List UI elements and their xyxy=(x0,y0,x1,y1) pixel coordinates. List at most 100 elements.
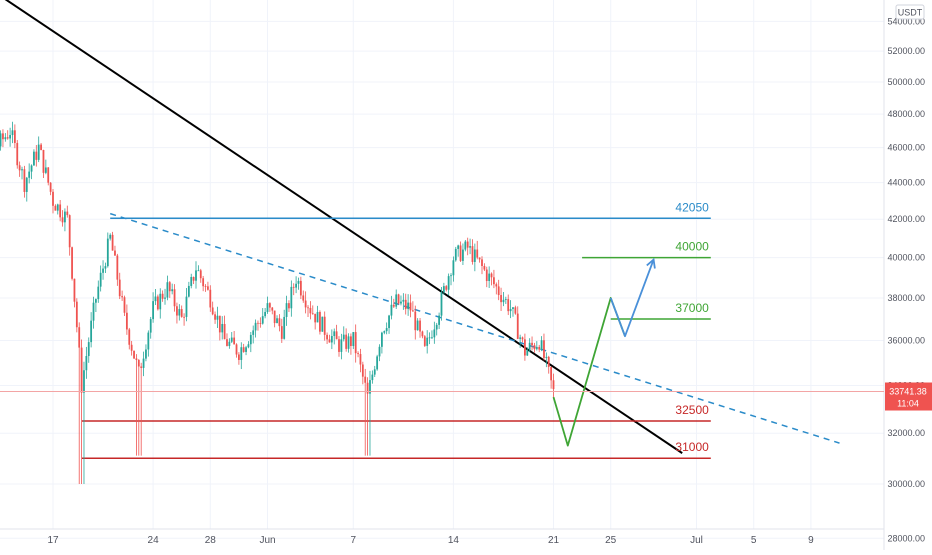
candle-body xyxy=(438,315,440,325)
candle-body xyxy=(280,326,283,339)
candle-body xyxy=(359,354,362,365)
candle-body xyxy=(411,310,414,312)
candle-body xyxy=(125,312,128,330)
candle-body xyxy=(185,296,188,317)
time-tick-label: 25 xyxy=(605,535,617,546)
candle-body xyxy=(13,130,16,143)
candle-body xyxy=(524,339,526,356)
candle-body xyxy=(402,299,405,302)
candle-body xyxy=(302,295,305,301)
candle-body xyxy=(290,286,293,309)
candle-body xyxy=(68,215,71,248)
currency-badge[interactable] xyxy=(895,4,925,20)
time-tick-label: 17 xyxy=(47,535,59,546)
candle-body xyxy=(87,342,90,357)
candle-body xyxy=(254,322,257,331)
candle-body xyxy=(414,311,417,331)
candle-body xyxy=(543,340,545,358)
candle-body xyxy=(223,323,226,340)
candle-body xyxy=(226,339,228,346)
candle-body xyxy=(309,307,312,314)
price-tick-label: 40000.00 xyxy=(887,253,925,263)
candle-body xyxy=(264,311,267,317)
candle-body xyxy=(316,312,319,323)
candle-body xyxy=(192,276,195,281)
candle-body xyxy=(259,323,262,324)
candle-body xyxy=(452,260,455,276)
candle-body xyxy=(121,296,124,298)
candle-body xyxy=(469,246,471,248)
candle-body xyxy=(28,171,31,178)
candle-body xyxy=(23,169,26,192)
candle-body xyxy=(47,167,50,183)
candle-body xyxy=(99,272,102,287)
candle-body xyxy=(366,382,369,394)
candle-body xyxy=(261,316,264,324)
candle-body xyxy=(152,301,154,320)
candle-body xyxy=(49,182,52,192)
candle-body xyxy=(30,165,33,172)
candle-body xyxy=(197,270,200,272)
blue-projection-path[interactable] xyxy=(609,259,655,338)
candle-body xyxy=(207,286,209,290)
candle-countdown: 11:04 xyxy=(897,399,919,409)
candle-body xyxy=(171,289,174,292)
candle-body xyxy=(245,347,247,352)
candle-body xyxy=(271,307,274,311)
grid xyxy=(0,0,884,539)
time-tick-label: 24 xyxy=(148,535,160,546)
candle-body xyxy=(283,316,286,339)
candle-body xyxy=(178,309,181,316)
candle-body xyxy=(476,249,479,258)
candle-body xyxy=(56,204,59,211)
candle-body xyxy=(395,294,398,307)
candle-body xyxy=(0,133,2,147)
candle-body xyxy=(457,245,460,249)
candle-body xyxy=(142,358,145,368)
candles xyxy=(0,121,555,484)
candle-body xyxy=(235,344,238,355)
candle-body xyxy=(299,280,302,296)
candle-body xyxy=(328,339,331,343)
candle-body xyxy=(173,289,176,307)
candle-body xyxy=(431,337,433,339)
candle-body xyxy=(118,279,121,297)
candle-body xyxy=(140,366,143,368)
time-tick-label: 9 xyxy=(808,535,814,546)
price-tick-label: 28000.00 xyxy=(887,533,925,543)
candle-body xyxy=(357,353,359,355)
candle-body xyxy=(495,284,498,287)
candle-body xyxy=(183,316,185,318)
candle-body xyxy=(233,337,236,345)
time-tick-label: 14 xyxy=(448,535,460,546)
candle-body xyxy=(519,337,522,339)
candle-body xyxy=(42,150,45,173)
candle-body xyxy=(21,169,23,171)
candle-body xyxy=(276,318,278,324)
candle-body xyxy=(273,310,276,324)
downtrend-line[interactable] xyxy=(0,0,683,454)
price-tick-label: 48000.00 xyxy=(887,109,925,119)
candle-body xyxy=(238,354,240,360)
candle-body xyxy=(85,356,88,371)
candle-body xyxy=(409,302,412,311)
candle-body xyxy=(176,306,178,316)
candle-body xyxy=(145,349,147,359)
trendlines xyxy=(0,0,840,454)
candle-body xyxy=(311,313,314,315)
candle-body xyxy=(111,234,114,251)
candle-body xyxy=(433,329,436,338)
candle-body xyxy=(376,356,379,370)
candle-body xyxy=(230,337,233,342)
candle-body xyxy=(209,289,212,308)
candle-body xyxy=(35,151,38,160)
candle-body xyxy=(521,337,524,340)
candle-body xyxy=(128,329,131,345)
candle-body xyxy=(454,248,457,261)
candle-body xyxy=(242,347,245,352)
candle-body xyxy=(116,255,119,280)
candle-body xyxy=(6,137,9,139)
